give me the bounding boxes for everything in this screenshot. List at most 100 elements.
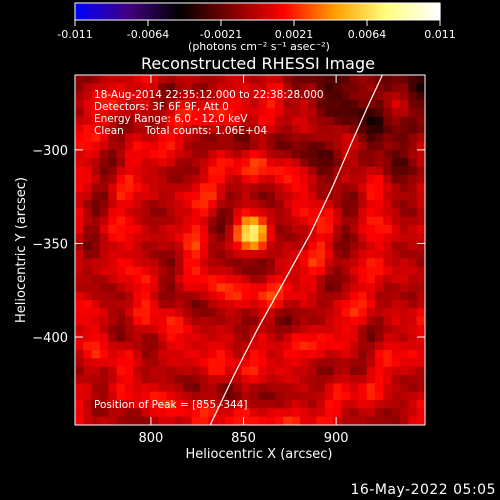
heatmap-cell <box>183 258 193 268</box>
heatmap-cell <box>300 216 309 226</box>
heatmap-cell <box>83 208 93 218</box>
heatmap-cell <box>91 166 101 176</box>
heatmap-cell <box>325 133 334 143</box>
heatmap-cell <box>83 150 93 159</box>
heatmap-cell <box>191 275 201 284</box>
heatmap-cell <box>266 325 276 334</box>
heatmap-cell <box>183 158 193 168</box>
heatmap-cell <box>150 350 159 359</box>
heatmap-cell <box>375 291 384 301</box>
heatmap-cell <box>391 191 401 201</box>
heatmap-cell <box>300 283 309 293</box>
heatmap-cell <box>341 225 351 234</box>
heatmap-cell <box>266 350 276 359</box>
heatmap-cell <box>391 200 401 209</box>
heatmap-cell <box>166 191 176 201</box>
heatmap-cell <box>375 241 384 251</box>
heatmap-cell <box>408 241 418 251</box>
colorbar-segment <box>272 3 276 20</box>
heatmap-cell <box>325 316 334 326</box>
heatmap-cell <box>150 266 159 276</box>
heatmap-cell <box>116 225 126 234</box>
heatmap-cell <box>250 358 259 368</box>
heatmap-cell <box>400 241 409 251</box>
colorbar-segment <box>147 3 151 20</box>
heatmap-cell <box>266 383 276 393</box>
heatmap-cell <box>333 100 343 109</box>
heatmap-cell <box>116 316 126 326</box>
heatmap-cell <box>183 233 193 243</box>
colorbar-segment <box>360 3 364 20</box>
heatmap-cell <box>375 325 384 334</box>
heatmap-cell <box>383 241 393 251</box>
heatmap-cell <box>225 166 234 176</box>
heatmap-cell <box>341 416 351 425</box>
heatmap-cell <box>175 325 184 334</box>
heatmap-cell <box>83 258 93 268</box>
colorbar-segment <box>240 3 244 20</box>
heatmap-cell <box>125 108 134 118</box>
heatmap-cell <box>291 250 301 259</box>
heatmap-cell <box>133 83 143 93</box>
heatmap-cell <box>150 100 159 109</box>
heatmap-cell <box>225 125 234 134</box>
heatmap-cell <box>166 383 176 393</box>
heatmap-cell <box>333 116 343 126</box>
heatmap-cell <box>250 208 259 218</box>
heatmap-cell <box>241 241 251 251</box>
heatmap-cell <box>91 233 101 243</box>
heatmap-cell <box>341 366 351 376</box>
heatmap-cell <box>408 325 418 334</box>
heatmap-cell <box>158 125 168 134</box>
heatmap-cell <box>316 300 326 309</box>
heatmap-cell <box>141 366 151 376</box>
heatmap-cell <box>283 191 293 201</box>
heatmap-cell <box>416 266 425 276</box>
colorbar-segment <box>310 3 314 20</box>
heatmap-cell <box>225 300 234 309</box>
heatmap-cell <box>300 300 309 309</box>
colorbar-segment <box>350 3 354 20</box>
colorbar-segment <box>182 3 186 20</box>
heatmap-cell <box>308 141 318 151</box>
heatmap-cell <box>383 250 393 259</box>
heatmap-cell <box>275 341 284 351</box>
heatmap-cell <box>341 291 351 301</box>
heatmap-cell <box>233 250 243 259</box>
heatmap-cell <box>350 300 359 309</box>
heatmap-cell <box>291 308 301 318</box>
heatmap-cell <box>341 158 351 168</box>
x-tick-label: 850 <box>231 431 256 446</box>
heatmap-cell <box>225 283 234 293</box>
heatmap-cell <box>158 308 168 318</box>
heatmap-cell <box>350 408 359 418</box>
heatmap-cell <box>133 183 143 193</box>
heatmap-cell <box>308 75 318 84</box>
heatmap-cell <box>300 350 309 359</box>
heatmap-cell <box>266 400 276 409</box>
heatmap-cell <box>133 416 143 425</box>
heatmap-cell <box>291 375 301 384</box>
heatmap-cell <box>125 100 134 109</box>
heatmap-cell <box>125 75 134 84</box>
heatmap-cell <box>308 283 318 293</box>
heatmap-cell <box>100 208 109 218</box>
heatmap-cell <box>133 200 143 209</box>
heatmap-cell <box>158 366 168 376</box>
heatmap-cell <box>383 116 393 126</box>
colorbar-segment <box>372 3 376 20</box>
colorbar-segment <box>255 3 259 20</box>
heatmap-cell <box>216 283 226 293</box>
heatmap-cell <box>325 125 334 134</box>
heatmap-cell <box>100 283 109 293</box>
heatmap-cell <box>83 291 93 301</box>
heatmap-cell <box>383 358 393 368</box>
heatmap-cell <box>100 258 109 268</box>
colorbar-segment <box>112 3 116 20</box>
heatmap-cell <box>150 91 159 101</box>
heatmap-cell <box>216 150 226 159</box>
heatmap-cell <box>108 358 118 368</box>
heatmap-cell <box>275 233 284 243</box>
heatmap-cell <box>200 241 209 251</box>
heatmap-cell <box>325 183 334 193</box>
